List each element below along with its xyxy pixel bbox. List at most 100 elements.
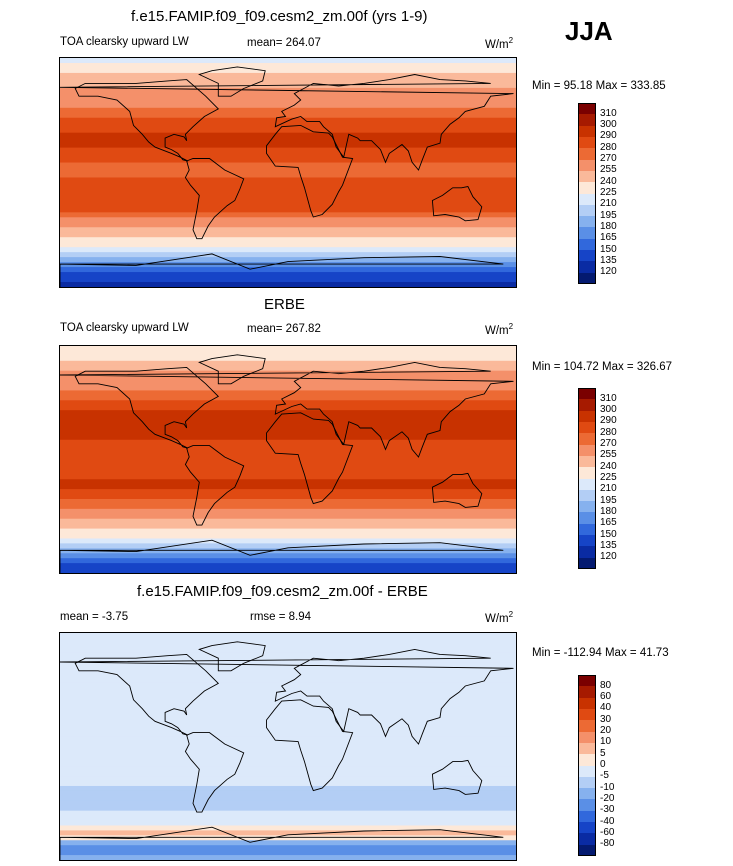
coastline [198,641,266,672]
panel2-units: W/m2 [485,322,514,337]
map-band [60,855,516,860]
map-band [60,187,516,194]
colorbar-box [578,193,596,206]
map-band [60,67,516,74]
map-band [60,503,516,510]
map-band [60,766,516,772]
map-band [60,262,516,268]
panel1-colorbar: 310 300 290 280 270 255 240 225 210 195 180 165 150 1… [578,103,638,285]
map-band [60,237,516,243]
panel2-mean: mean= 267.82 [247,323,321,335]
colorbar-tick-label: -10 [600,781,615,793]
map-band [60,192,516,198]
colorbar-box [578,720,596,732]
map-band [60,257,516,263]
panel3-minmax: Min = -112.94 Max = 41.73 [532,647,669,659]
colorbar-box [578,546,596,559]
coastline [60,74,514,171]
colorbar-box [578,535,596,547]
colorbar-tick-label: 30 [600,713,612,725]
colorbar-tick-label: 5 [600,747,606,759]
map-band [60,800,516,807]
map-band [60,805,516,812]
colorbar-box [578,410,596,423]
map-band [60,177,516,184]
colorbar-box [578,103,596,115]
coastline [60,826,504,860]
coastline [266,699,354,792]
coastline [74,366,220,449]
map-band [60,647,516,654]
map-band [60,830,516,836]
colorbar-box [578,455,596,468]
colorbar-box [578,204,596,217]
colorbar-tick-label: 165 [600,232,617,244]
colorbar-tick-label: 120 [600,266,617,278]
map-band [60,840,516,846]
colorbar-box [578,136,596,149]
panel2-map [59,345,517,574]
map-band [60,746,516,753]
map-band [60,790,516,797]
colorbar-tick-label: 135 [600,539,617,551]
map-band [60,697,516,703]
map-band [60,385,516,392]
map-band [60,247,516,253]
colorbar-box [578,421,596,434]
colorbar-box [578,433,596,445]
colorbar-tick-label: 255 [600,164,617,176]
map-band [60,390,516,396]
colorbar-tick-label: 60 [600,691,612,703]
colorbar-tick-label: 195 [600,494,617,506]
map-band [60,207,516,213]
map-band [60,162,516,169]
panel2-map-svg [60,346,516,573]
map-band [60,568,516,573]
map-band [60,395,516,401]
map-band [60,77,516,84]
colorbar-tick-label: 165 [600,517,617,529]
map-band [60,360,516,367]
map-band [60,464,516,470]
map-band [60,711,516,718]
map-band [60,122,516,129]
map-band [60,637,516,644]
colorbar-box [578,501,596,513]
map-band [60,58,516,64]
colorbar-tick-label: 225 [600,187,617,198]
colorbar-box [578,697,596,710]
colorbar-box [578,822,596,834]
colorbar-tick-label: 225 [600,472,617,483]
map-band [60,439,516,446]
map-band [60,227,516,233]
coastline [60,648,514,745]
coastline [431,759,483,795]
map-band [60,474,516,480]
map-band [60,182,516,189]
coastline [431,472,483,508]
map-band [60,652,516,659]
colorbar-tick-label: 280 [600,141,617,153]
panel2-colorbar: 310 300 290 280 270 255 240 225 210 195 180 165 150 1… [578,388,638,570]
colorbar-tick-label: 300 [600,404,617,416]
map-band [60,112,516,119]
colorbar-tick-label: 180 [600,505,617,517]
colorbar-tick-label: 150 [600,528,617,540]
coastline [184,158,245,240]
panel3-map [59,632,517,861]
map-band [60,508,516,515]
colorbar-tick-label: 240 [600,460,617,472]
map-band [60,667,516,674]
map-band [60,72,516,79]
colorbar-box [578,467,596,479]
map-band [60,167,516,174]
coastline [266,124,354,218]
panel3-rmse: rmse = 8.94 [250,611,312,623]
colorbar-tick-label: 255 [600,449,617,461]
map-band [60,147,516,154]
colorbar-tick-label: 0 [600,759,606,770]
colorbar-box [578,788,596,800]
map-band [60,513,516,520]
colorbar-tick-label: -80 [600,838,615,850]
panel1-variable: TOA clearsky upward LW [60,36,189,48]
